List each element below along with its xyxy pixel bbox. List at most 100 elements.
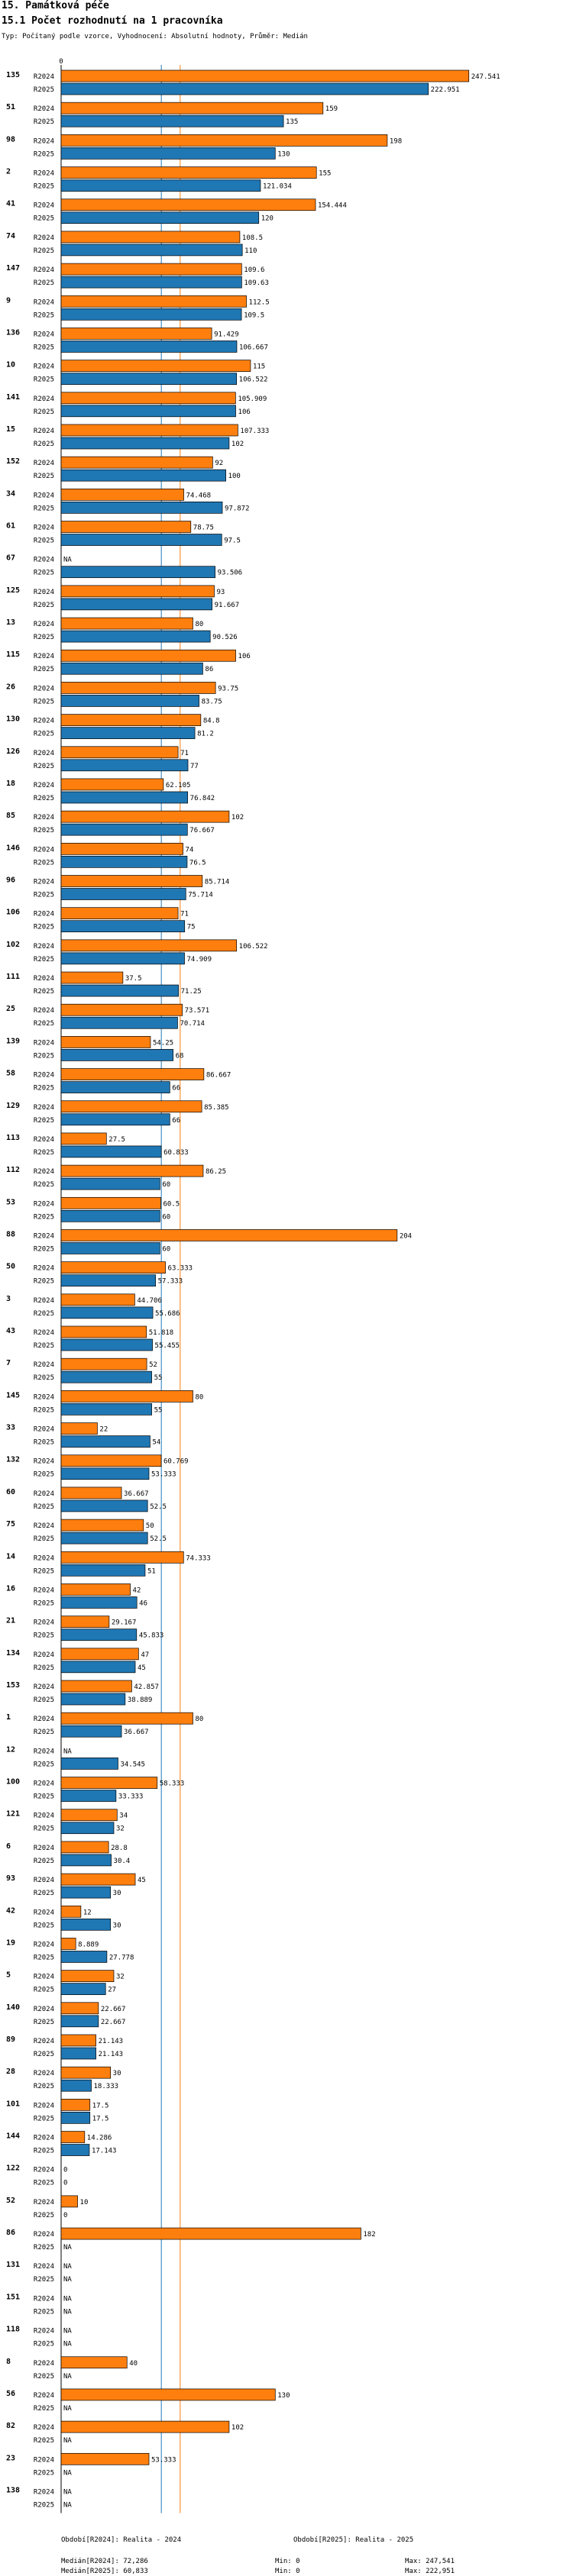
page-title: 15. Památková péče xyxy=(2,0,109,11)
series-label: R2025 xyxy=(34,859,54,867)
bar-r2024 xyxy=(60,1712,193,1725)
bar-r2025 xyxy=(60,469,226,482)
na-label: NA xyxy=(63,2502,72,2510)
data-label: 130 xyxy=(277,150,290,158)
bar-r2024 xyxy=(60,2131,86,2143)
data-label: 102 xyxy=(231,814,244,822)
data-label: 32 xyxy=(116,1825,125,1833)
data-label: 45 xyxy=(138,1877,146,1884)
data-label: 109.63 xyxy=(244,279,269,287)
bar-r2025 xyxy=(60,1081,170,1093)
data-label: 86.667 xyxy=(206,1072,231,1080)
series-label: R2025 xyxy=(34,1987,54,1994)
bar-r2024 xyxy=(60,1229,398,1241)
chart-title: 15.1 Počet rozhodnutí na 1 pracovníka xyxy=(2,15,223,27)
na-label: NA xyxy=(63,2244,72,2252)
data-label: 17.143 xyxy=(92,2148,117,2155)
bar-r2024 xyxy=(60,971,124,984)
series-label: R2024 xyxy=(34,2006,54,2013)
bar-r2024 xyxy=(60,1841,109,1854)
bar-r2025 xyxy=(60,1274,156,1287)
data-label: 74.333 xyxy=(186,1554,211,1562)
bar-r2024 xyxy=(60,2098,91,2111)
bar-r2024 xyxy=(60,907,179,920)
series-label: R2025 xyxy=(34,1567,54,1575)
data-label: 198 xyxy=(390,137,402,145)
data-label: 70.714 xyxy=(180,1020,205,1028)
series-label: R2025 xyxy=(34,1825,54,1833)
bar-r2024 xyxy=(60,488,184,501)
data-label: 28.8 xyxy=(111,1845,128,1852)
series-label: R2025 xyxy=(34,408,54,416)
series-label: R2025 xyxy=(34,2341,54,2348)
bar-r2024 xyxy=(60,682,216,694)
series-label: R2024 xyxy=(34,1716,54,1723)
bar-r2025 xyxy=(60,1435,151,1448)
series-label: R2024 xyxy=(34,975,54,983)
na-label: NA xyxy=(63,2308,72,2316)
series-label: R2025 xyxy=(34,376,54,384)
group-label: 102 xyxy=(6,941,20,949)
data-label: 130 xyxy=(277,2392,290,2400)
series-label: R2024 xyxy=(34,525,54,532)
group-label: 146 xyxy=(6,844,20,852)
series-label: R2025 xyxy=(34,1213,54,1221)
data-label: 44.706 xyxy=(137,1297,162,1305)
bar-r2025 xyxy=(60,630,211,643)
series-label: R2025 xyxy=(34,2083,54,2090)
data-label: 52.5 xyxy=(150,1503,167,1511)
na-label: NA xyxy=(63,2295,72,2303)
series-label: R2024 xyxy=(34,1877,54,1884)
series-label: R2024 xyxy=(34,1813,54,1820)
series-label: R2024 xyxy=(34,1554,54,1562)
series-label: R2025 xyxy=(34,1890,54,1897)
data-label: 100 xyxy=(228,473,241,480)
series-label: R2025 xyxy=(34,86,54,94)
na-label: NA xyxy=(63,2341,72,2348)
footer-max-2025: Max: 222,951 xyxy=(405,2568,455,2575)
data-label: 21.143 xyxy=(99,2038,124,2045)
data-label: 37.5 xyxy=(125,975,142,983)
series-label: R2025 xyxy=(34,892,54,899)
data-label: 53.333 xyxy=(151,1471,176,1479)
series-label: R2024 xyxy=(34,2135,54,2142)
data-label: 78.75 xyxy=(193,525,214,532)
series-label: R2024 xyxy=(34,428,54,435)
group-label: 88 xyxy=(6,1230,15,1238)
data-label: 55 xyxy=(154,1406,163,1414)
series-label: R2025 xyxy=(34,1052,54,1060)
bar-r2024 xyxy=(60,166,317,179)
data-label: 60 xyxy=(162,1245,170,1253)
group-label: 50 xyxy=(6,1263,15,1271)
data-label: 71 xyxy=(180,750,189,757)
series-label: R2025 xyxy=(34,2180,54,2187)
series-label: R2025 xyxy=(34,1310,54,1318)
series-label: R2025 xyxy=(34,1471,54,1479)
bar-r2024 xyxy=(60,1809,118,1822)
data-label: 29.167 xyxy=(112,1619,137,1627)
data-label: 51 xyxy=(147,1567,156,1575)
data-label: 159 xyxy=(325,105,338,113)
series-label: R2025 xyxy=(34,537,54,545)
series-label: R2024 xyxy=(34,2070,54,2077)
bar-r2025 xyxy=(60,1145,162,1158)
series-label: R2025 xyxy=(34,1020,54,1028)
series-label: R2024 xyxy=(34,2489,54,2497)
data-label: 55.455 xyxy=(155,1342,180,1350)
bar-r2025 xyxy=(60,662,203,675)
bar-r2025 xyxy=(60,1370,152,1383)
bar-r2025 xyxy=(60,855,188,868)
series-label: R2025 xyxy=(34,988,54,996)
group-label: 115 xyxy=(6,650,20,659)
series-label: R2024 xyxy=(34,718,54,725)
series-label: R2025 xyxy=(34,956,54,964)
bar-r2025 xyxy=(60,2111,91,2124)
data-label: 54.25 xyxy=(153,1039,173,1047)
bar-r2025 xyxy=(60,1113,170,1126)
data-label: 76.667 xyxy=(189,827,215,834)
axis-zero-label: 0 xyxy=(59,58,63,66)
group-label: 98 xyxy=(6,135,15,144)
bar-r2025 xyxy=(60,2015,99,2028)
group-label: 140 xyxy=(6,2003,20,2012)
data-label: 36.667 xyxy=(124,1729,149,1736)
